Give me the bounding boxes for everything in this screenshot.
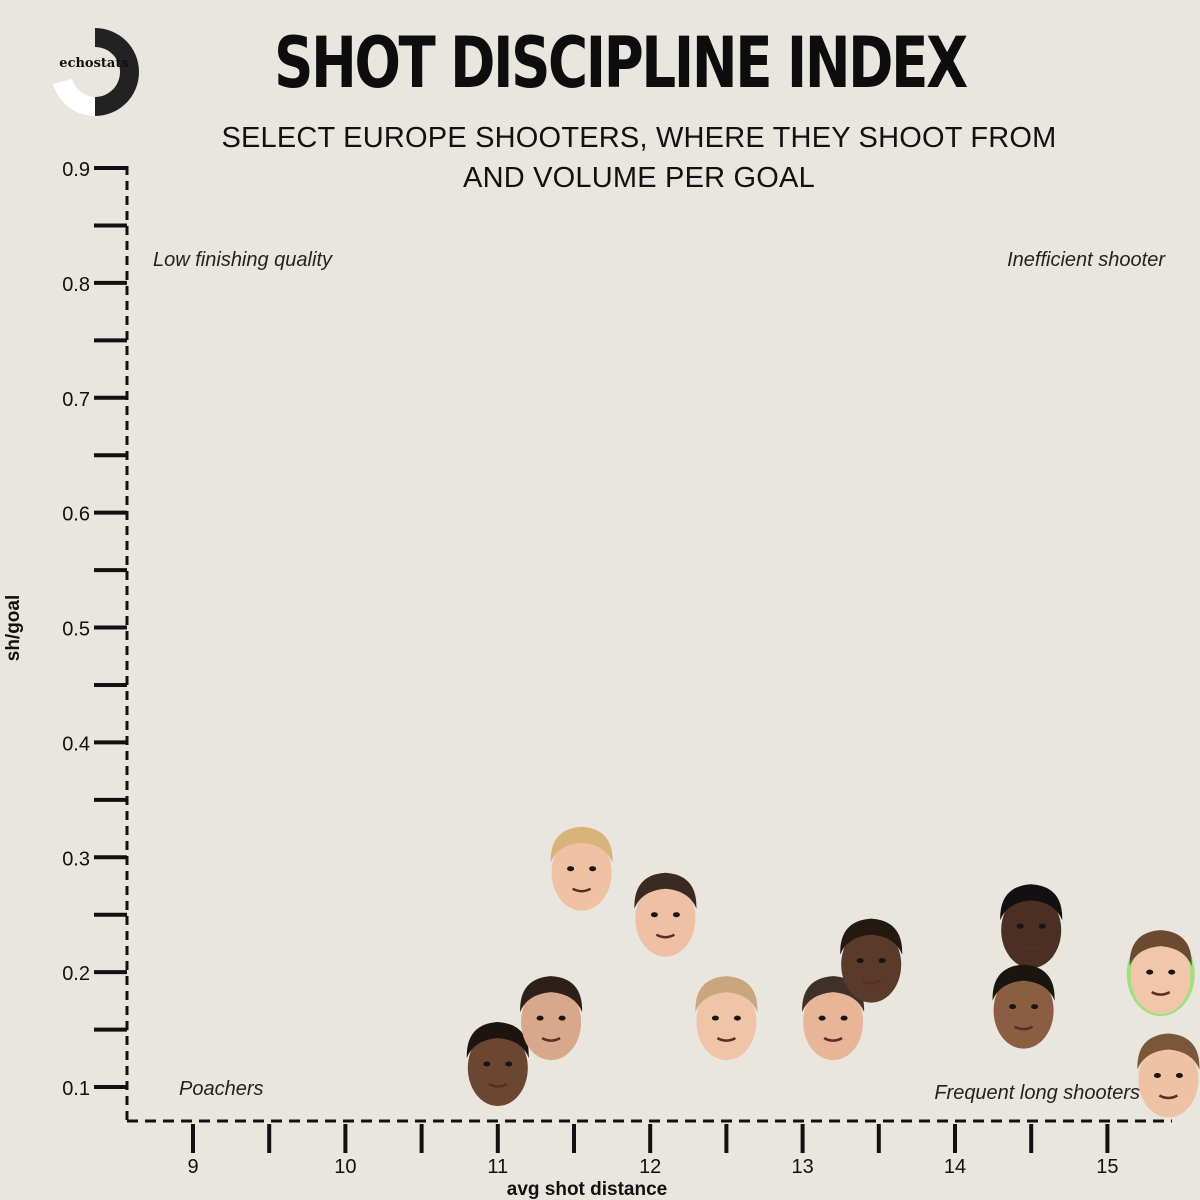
y-tick-label: 0.4 (62, 733, 90, 755)
data-point (992, 964, 1055, 1049)
x-axis-label: avg shot distance (507, 1179, 668, 1200)
y-tick-label: 0.9 (62, 159, 90, 181)
x-tick-label: 12 (639, 1156, 661, 1178)
data-point (695, 976, 758, 1061)
y-tick-label: 0.6 (62, 504, 90, 526)
data-point (466, 1022, 529, 1106)
data-point (520, 976, 583, 1061)
y-tick-label: 0.3 (62, 848, 90, 870)
x-tick-label: 9 (187, 1156, 198, 1178)
x-tick-label: 14 (944, 1156, 966, 1178)
y-tick-label: 0.5 (62, 619, 90, 641)
chart-subtitle-line2: AND VOLUME PER GOAL (463, 162, 815, 194)
data-point (550, 826, 613, 911)
quadrant-label-top-left: Low finishing quality (153, 249, 333, 271)
x-tick-label: 11 (487, 1156, 508, 1178)
quadrant-label-bottom-left: Poachers (179, 1078, 264, 1100)
x-axis-ticks: 9 10 11 12 13 14 15 (187, 1124, 1119, 1178)
quadrant-label-bottom-right: Frequent long shooters (934, 1082, 1140, 1104)
y-axis-ticks: 0.1 0.2 0.3 0.4 0.5 0.6 0.7 0.8 0.9 (62, 159, 127, 1100)
echostats-logo: echostats (53, 28, 139, 116)
chart-title: SHOT DISCIPLINE INDEX (274, 22, 968, 104)
data-point (1000, 884, 1063, 969)
y-tick-label: 0.8 (62, 274, 90, 296)
data-point (634, 872, 697, 957)
data-point (1126, 930, 1195, 1017)
chart-axes (125, 166, 1172, 1123)
data-points (466, 826, 1200, 1118)
logo-text: echostats (59, 56, 128, 71)
y-axis-label: sh/goal (3, 595, 24, 662)
y-tick-label: 0.7 (62, 389, 90, 411)
x-tick-label: 10 (334, 1156, 356, 1178)
x-tick-label: 13 (791, 1156, 813, 1178)
chart-subtitle-line1: SELECT EUROPE SHOOTERS, WHERE THEY SHOOT… (221, 122, 1057, 154)
data-point (1137, 1033, 1200, 1118)
quadrant-label-top-right: Inefficient shooter (1007, 249, 1166, 271)
x-tick-label: 15 (1096, 1156, 1118, 1178)
data-point (840, 918, 903, 1003)
y-tick-label: 0.1 (62, 1078, 90, 1100)
y-tick-label: 0.2 (62, 963, 90, 985)
